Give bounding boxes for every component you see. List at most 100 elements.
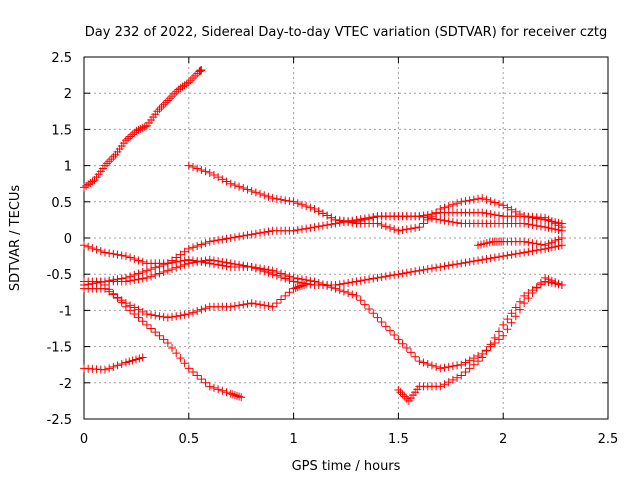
- data-point-interp: [180, 260, 189, 269]
- data-point-interp: [448, 362, 457, 371]
- data-point: [373, 313, 382, 322]
- data-point-interp: [344, 278, 353, 287]
- data-point-interp: [474, 194, 483, 203]
- data-point-interp: [314, 222, 323, 231]
- data-point: [142, 273, 151, 282]
- data-point-interp: [105, 157, 114, 166]
- data-point-interp: [113, 250, 122, 259]
- data-point: [478, 353, 487, 362]
- data-point-interp: [126, 132, 135, 141]
- data-point-interp: [419, 213, 428, 222]
- data-point: [499, 252, 508, 261]
- data-point-interp: [402, 394, 411, 403]
- data-point-interp: [423, 213, 432, 222]
- data-point-interp: [306, 223, 315, 232]
- data-point: [373, 219, 382, 228]
- data-point-interp: [469, 257, 478, 266]
- data-point-interp: [281, 291, 290, 300]
- data-point-interp: [201, 167, 210, 176]
- data-point-interp: [461, 197, 470, 206]
- data-point: [132, 126, 141, 135]
- data-point-interp: [544, 239, 553, 248]
- data-point: [520, 219, 529, 228]
- data-point-interp: [151, 263, 160, 272]
- data-point-interp: [193, 164, 202, 173]
- data-point-interp: [360, 300, 369, 309]
- data-point: [415, 357, 424, 366]
- data-point-interp: [155, 105, 164, 114]
- data-point-interp: [390, 270, 399, 279]
- data-point-interp: [214, 236, 223, 245]
- data-point-interp: [193, 257, 202, 266]
- data-point-interp: [159, 335, 168, 344]
- data-point: [520, 248, 529, 257]
- data-point-interp: [140, 122, 149, 131]
- data-point: [331, 284, 340, 293]
- data-point: [415, 223, 424, 232]
- x-tick-label: 2: [499, 432, 507, 447]
- data-point-interp: [218, 235, 227, 244]
- data-point-interp: [515, 210, 524, 219]
- data-point-interp: [356, 276, 365, 285]
- y-tick-label: 2.5: [51, 51, 72, 66]
- data-point-interp: [511, 207, 520, 216]
- data-point-interp: [251, 229, 260, 238]
- data-point-interp: [369, 309, 378, 318]
- data-point-interp: [191, 71, 200, 80]
- data-point: [436, 205, 445, 214]
- data-point-interp: [524, 238, 533, 247]
- data-point: [184, 161, 193, 170]
- data-point: [557, 226, 566, 235]
- data-point-interp: [411, 267, 420, 276]
- x-tick-label: 0.5: [178, 432, 199, 447]
- data-point-interp: [235, 392, 244, 401]
- data-point-interp: [356, 296, 365, 305]
- data-point-interp: [453, 373, 462, 382]
- data-point-interp: [551, 236, 560, 245]
- data-point: [226, 179, 235, 188]
- data-point: [457, 360, 466, 369]
- data-point-interp: [335, 286, 344, 295]
- data-point: [205, 168, 214, 177]
- data-point: [247, 230, 256, 239]
- data-point-interp: [293, 226, 302, 235]
- x-tick-label: 1.5: [388, 432, 409, 447]
- data-point: [184, 259, 193, 268]
- data-point-interp: [503, 325, 512, 334]
- data-point-interp: [490, 198, 499, 207]
- y-tick-label: 1: [64, 160, 72, 175]
- series-s1: [80, 66, 206, 192]
- data-point-interp: [490, 210, 499, 219]
- data-point-interp: [297, 225, 306, 234]
- data-point-interp: [381, 222, 390, 231]
- data-point: [142, 266, 151, 275]
- data-point-interp: [461, 258, 470, 267]
- data-point-interp: [532, 283, 541, 292]
- data-point-interp: [176, 250, 185, 259]
- series-s3: [310, 194, 566, 235]
- data-point-interp: [277, 269, 286, 278]
- data-point: [184, 310, 193, 319]
- data-point-interp: [335, 218, 344, 227]
- data-point-interp: [264, 192, 273, 201]
- data-point-interp: [188, 163, 197, 172]
- data-point-interp: [314, 278, 323, 287]
- data-point-interp: [151, 328, 160, 337]
- data-point: [478, 255, 487, 264]
- data-point-interp: [126, 306, 135, 315]
- data-point: [205, 255, 214, 264]
- data-point: [268, 194, 277, 203]
- data-point: [205, 382, 214, 391]
- series-s2: [184, 161, 566, 232]
- data-point: [247, 186, 256, 195]
- data-point-interp: [547, 238, 556, 247]
- data-point-interp: [318, 209, 327, 218]
- data-point: [121, 252, 130, 261]
- data-point-interp: [134, 125, 143, 134]
- data-point-interp: [551, 225, 560, 234]
- x-tick-label: 2.5: [598, 432, 619, 447]
- data-point-interp: [285, 197, 294, 206]
- data-point-interp: [131, 355, 140, 364]
- series-s9: [80, 353, 147, 374]
- data-point-interp: [440, 203, 449, 212]
